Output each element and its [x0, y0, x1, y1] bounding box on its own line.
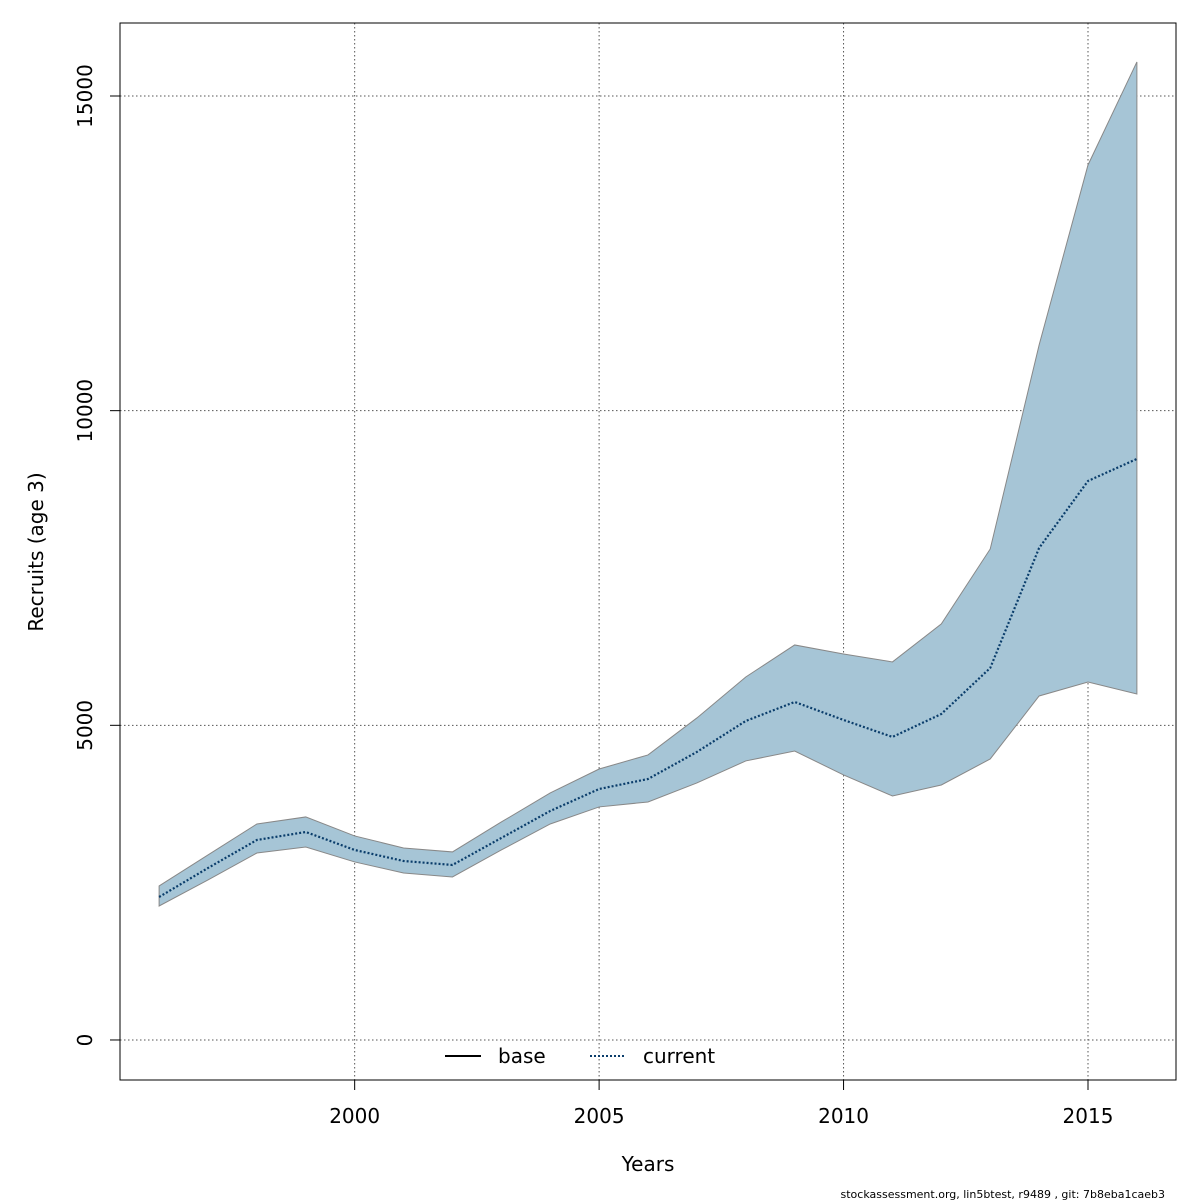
- plot-frame: [119, 22, 1177, 1081]
- x-tick-label: 2010: [818, 1104, 869, 1128]
- x-tick-label: 2005: [574, 1104, 625, 1128]
- y-tick-label: 0: [73, 1034, 97, 1047]
- x-tick-label: 2015: [1063, 1104, 1114, 1128]
- legend-label: current: [643, 1044, 715, 1068]
- y-tick-label: 5000: [73, 700, 97, 751]
- legend-label: base: [498, 1044, 546, 1068]
- line: [158, 457, 1138, 898]
- y-axis-label: Recruits (age 3): [24, 472, 48, 631]
- y-tick-label: 15000: [73, 64, 97, 128]
- x-axis-label: Years: [621, 1152, 675, 1176]
- footer: stockassessment.org, lin5btest, r9489 , …: [841, 1188, 1165, 1200]
- y-tick-label: 10000: [73, 379, 97, 443]
- confidence-band: [158, 61, 1138, 907]
- x-tick-label: 2000: [329, 1104, 380, 1128]
